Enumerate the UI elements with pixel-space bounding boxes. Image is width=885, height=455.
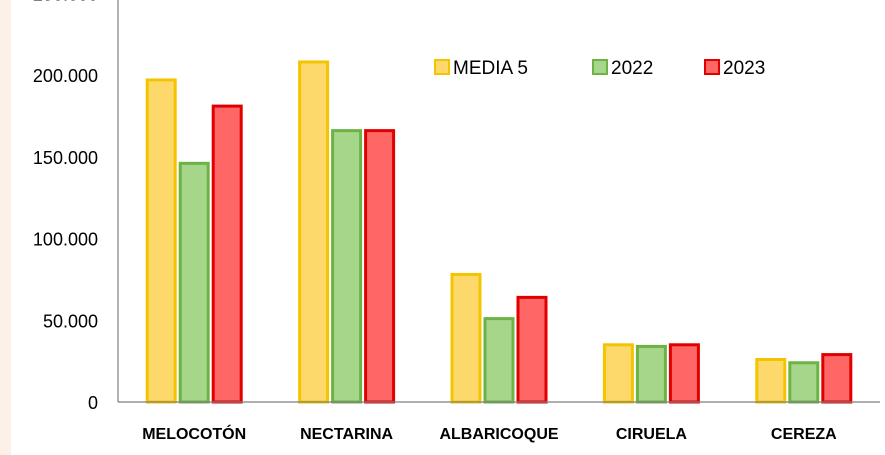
legend-swatch-0 — [434, 59, 450, 75]
x-category-label: CEREZA — [771, 426, 837, 443]
x-category-label: NECTARINA — [300, 426, 393, 443]
legend-label-2: 2023 — [723, 58, 765, 79]
x-category-label: ALBARICOQUE — [439, 426, 558, 443]
y-tick-label: 200.000 — [33, 66, 98, 86]
bar-2023-0 — [211, 104, 243, 404]
y-tick-label: 100.000 — [33, 230, 98, 250]
bar-media-5-1 — [298, 60, 330, 404]
bars-group — [145, 60, 853, 404]
bar-2023-1 — [364, 129, 396, 404]
bar-2023-3 — [668, 343, 700, 404]
x-category-label: MELOCOTÓN — [142, 424, 246, 443]
bar-media-5-3 — [602, 343, 634, 404]
bar-media-5-2 — [450, 272, 482, 404]
legend-label-0: MEDIA 5 — [453, 58, 528, 79]
bar-2023-4 — [821, 353, 853, 404]
bar-2022-2 — [483, 317, 515, 404]
legend: MEDIA 5 2022 2023 — [434, 58, 765, 79]
bar-media-5-0 — [145, 78, 177, 404]
legend-swatch-1 — [592, 59, 608, 75]
y-tick-label: 250.000 — [33, 0, 98, 4]
x-axis-category-labels: MELOCOTÓN NECTARINA ALBARICOQUE CIRUELA CERE… — [142, 424, 837, 443]
left-decorative-strip — [0, 0, 11, 455]
y-tick-label: 50.000 — [43, 311, 98, 331]
y-tick-label: 150.000 — [33, 148, 98, 168]
legend-swatch-2 — [704, 59, 720, 75]
bar-2023-2 — [516, 295, 548, 404]
legend-label-1: 2022 — [611, 58, 653, 79]
bar-media-5-4 — [755, 357, 787, 404]
y-tick-label: 0 — [88, 393, 98, 413]
x-category-label: CIRUELA — [616, 426, 688, 443]
bar-2022-4 — [788, 361, 820, 404]
bar-2022-0 — [178, 161, 210, 404]
bar-2022-1 — [331, 129, 363, 404]
y-axis-tick-labels: 0 50.000 100.000 150.000 200.000 250.000 — [33, 0, 98, 413]
axes-group — [117, 0, 880, 403]
bar-2022-3 — [635, 344, 667, 404]
